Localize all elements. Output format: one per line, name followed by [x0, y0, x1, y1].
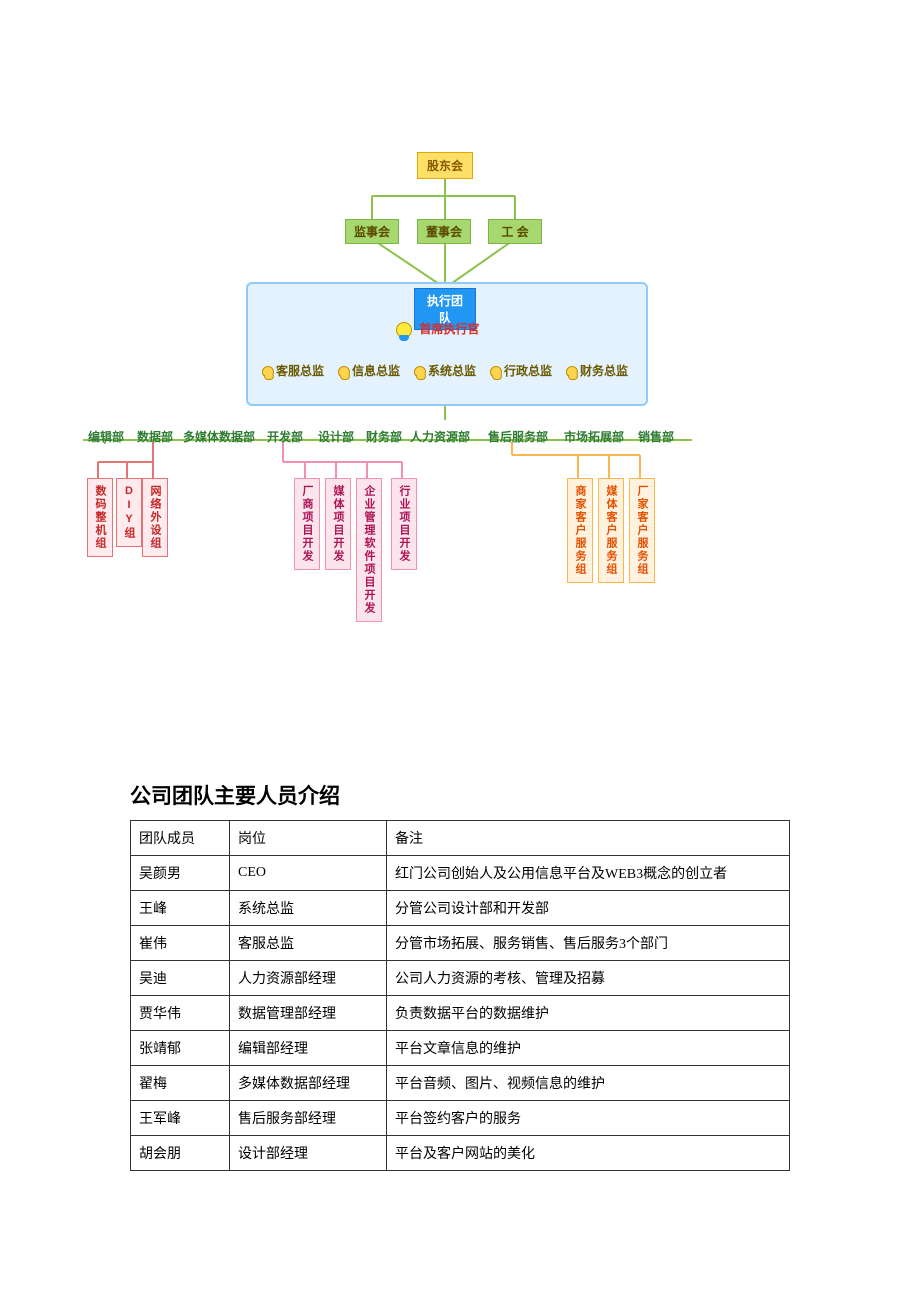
org-node-board: 董事会	[417, 219, 471, 244]
table-header-cell: 团队成员	[131, 821, 230, 856]
table-cell: 吴颜男	[131, 856, 230, 891]
table-row: 贾华伟数据管理部经理负责数据平台的数据维护	[131, 996, 790, 1031]
table-header-row: 团队成员岗位备注	[131, 821, 790, 856]
org-node-union: 工 会	[488, 219, 542, 244]
data-sub-1: DIY组	[116, 478, 142, 547]
dept-5: 财务部	[366, 428, 402, 445]
org-node-shareholders: 股东会	[417, 152, 473, 179]
directors-row: 客服总监 信息总监 系统总监 行政总监 财务总监	[246, 362, 644, 379]
org-chart: 股东会 监事会 董事会 工 会 执行团队 首席执行官 客服总监 信息总监 系统总…	[0, 0, 920, 640]
director-4: 财务总监	[566, 362, 628, 379]
table-cell: 翟梅	[131, 1066, 230, 1101]
table-cell: 贾华伟	[131, 996, 230, 1031]
person-icon	[414, 366, 426, 378]
table-cell: 公司人力资源的考核、管理及招募	[387, 961, 790, 996]
team-table-title: 公司团队主要人员介绍	[130, 780, 790, 810]
dept-9: 销售部	[638, 428, 674, 445]
data-sub-2: 网络外设组	[142, 478, 168, 557]
table-cell: 王军峰	[131, 1101, 230, 1136]
table-cell: 平台音频、图片、视频信息的维护	[387, 1066, 790, 1101]
table-cell: 数据管理部经理	[230, 996, 387, 1031]
dept-3: 开发部	[267, 428, 303, 445]
svc-sub-1: 媒体客户服务组	[598, 478, 624, 583]
dev-sub-1: 媒体项目开发	[325, 478, 351, 570]
dev-sub-3: 行业项目开发	[391, 478, 417, 570]
table-row: 吴迪人力资源部经理公司人力资源的考核、管理及招募	[131, 961, 790, 996]
data-sub-0: 数码整机组	[87, 478, 113, 557]
table-row: 王峰系统总监分管公司设计部和开发部	[131, 891, 790, 926]
person-icon	[566, 366, 578, 378]
table-cell: 售后服务部经理	[230, 1101, 387, 1136]
team-table: 团队成员岗位备注吴颜男CEO红门公司创始人及公用信息平台及WEB3概念的创立者王…	[130, 820, 790, 1171]
ceo-icon	[396, 322, 412, 338]
table-cell: 平台及客户网站的美化	[387, 1136, 790, 1171]
table-cell: 吴迪	[131, 961, 230, 996]
svc-sub-2: 厂家客户服务组	[629, 478, 655, 583]
table-cell: 客服总监	[230, 926, 387, 961]
table-cell: 分管市场拓展、服务销售、售后服务3个部门	[387, 926, 790, 961]
table-cell: 分管公司设计部和开发部	[387, 891, 790, 926]
director-3: 行政总监	[490, 362, 552, 379]
dept-7: 售后服务部	[488, 428, 548, 445]
table-cell: 多媒体数据部经理	[230, 1066, 387, 1101]
table-cell: 平台签约客户的服务	[387, 1101, 790, 1136]
dev-sub-2: 企业管理软件项目开发	[356, 478, 382, 622]
dept-4: 设计部	[318, 428, 354, 445]
dept-0: 编辑部	[88, 428, 124, 445]
table-cell: 编辑部经理	[230, 1031, 387, 1066]
table-row: 王军峰售后服务部经理平台签约客户的服务	[131, 1101, 790, 1136]
person-icon	[490, 366, 502, 378]
table-cell: CEO	[230, 856, 387, 891]
table-row: 吴颜男CEO红门公司创始人及公用信息平台及WEB3概念的创立者	[131, 856, 790, 891]
director-1: 信息总监	[338, 362, 400, 379]
dev-sub-0: 厂商项目开发	[294, 478, 320, 570]
table-cell: 王峰	[131, 891, 230, 926]
dept-2: 多媒体数据部	[183, 428, 255, 445]
table-header-cell: 岗位	[230, 821, 387, 856]
dept-8: 市场拓展部	[564, 428, 624, 445]
ceo-label-row: 首席执行官	[396, 320, 479, 338]
team-section: 公司团队主要人员介绍 团队成员岗位备注吴颜男CEO红门公司创始人及公用信息平台及…	[0, 780, 920, 1231]
table-row: 胡会朋设计部经理平台及客户网站的美化	[131, 1136, 790, 1171]
dept-1: 数据部	[137, 428, 173, 445]
table-row: 崔伟客服总监分管市场拓展、服务销售、售后服务3个部门	[131, 926, 790, 961]
director-0: 客服总监	[262, 362, 324, 379]
org-node-supervisory: 监事会	[345, 219, 399, 244]
director-2: 系统总监	[414, 362, 476, 379]
table-row: 翟梅多媒体数据部经理平台音频、图片、视频信息的维护	[131, 1066, 790, 1101]
person-icon	[338, 366, 350, 378]
table-cell: 负责数据平台的数据维护	[387, 996, 790, 1031]
table-cell: 系统总监	[230, 891, 387, 926]
table-row: 张靖郁编辑部经理平台文章信息的维护	[131, 1031, 790, 1066]
ceo-label: 首席执行官	[419, 322, 479, 336]
table-cell: 胡会朋	[131, 1136, 230, 1171]
table-cell: 人力资源部经理	[230, 961, 387, 996]
svc-sub-0: 商家客户服务组	[567, 478, 593, 583]
table-header-cell: 备注	[387, 821, 790, 856]
table-cell: 平台文章信息的维护	[387, 1031, 790, 1066]
table-cell: 崔伟	[131, 926, 230, 961]
dept-6: 人力资源部	[410, 428, 470, 445]
table-cell: 张靖郁	[131, 1031, 230, 1066]
person-icon	[262, 366, 274, 378]
table-cell: 设计部经理	[230, 1136, 387, 1171]
table-cell: 红门公司创始人及公用信息平台及WEB3概念的创立者	[387, 856, 790, 891]
